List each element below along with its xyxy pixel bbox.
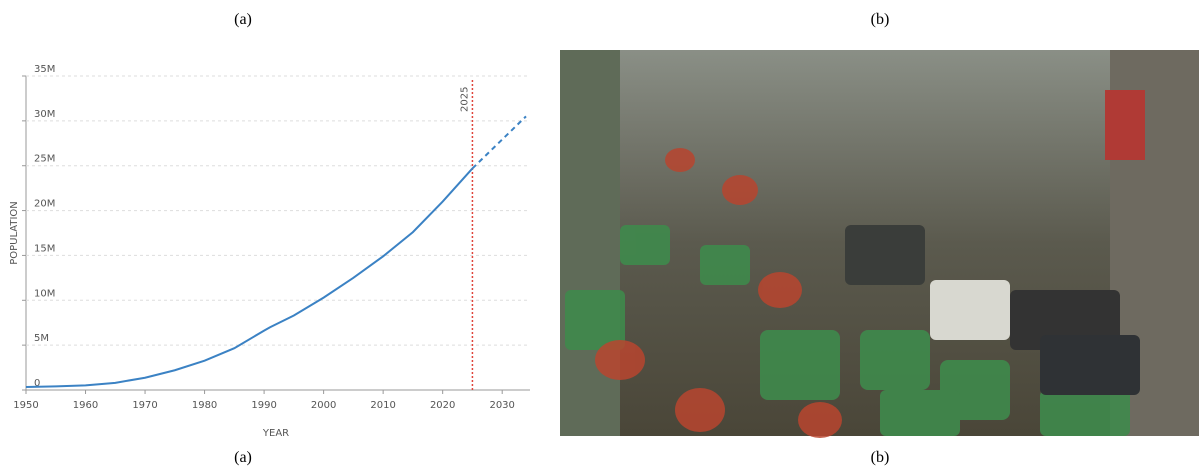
y-axis-label: POPULATION: [9, 201, 20, 265]
x-axis-label: YEAR: [262, 428, 289, 439]
caption: (b): [871, 449, 890, 466]
photo: [560, 50, 1199, 438]
line-chart: 0 5M 10M 15M 20M 25M 30M 35M 1950 1960 1970 1980 199…: [9, 64, 530, 439]
x-tick-label: 2010: [370, 400, 395, 411]
y-tick-label: 0: [34, 378, 40, 389]
y-tick-label: 25M: [34, 154, 55, 165]
x-tick-label: 2030: [489, 400, 514, 411]
y-tick-label: 30M: [34, 109, 55, 120]
caption: (b): [871, 11, 890, 28]
x-tick-label: 1970: [132, 400, 157, 411]
line: [25, 167, 474, 388]
y-tick-label: 20M: [34, 199, 55, 210]
line: [471, 115, 527, 170]
x-tick-label: 1960: [73, 400, 98, 411]
x-tick-label: 2000: [311, 400, 336, 411]
caption: (a): [234, 449, 252, 466]
y-tick-label: 10M: [34, 288, 55, 299]
x-tick-label: 1950: [13, 400, 38, 411]
x-tick-label: 1990: [251, 400, 276, 411]
y-tick-label: 15M: [34, 243, 55, 254]
y-tick-label: 35M: [34, 64, 55, 75]
y-tick-label: 5M: [34, 333, 49, 344]
x-tick-label: 1980: [192, 400, 217, 411]
caption: (a): [234, 11, 252, 28]
x-tick-label: 2020: [430, 400, 455, 411]
reference-label: 2025: [459, 87, 470, 112]
